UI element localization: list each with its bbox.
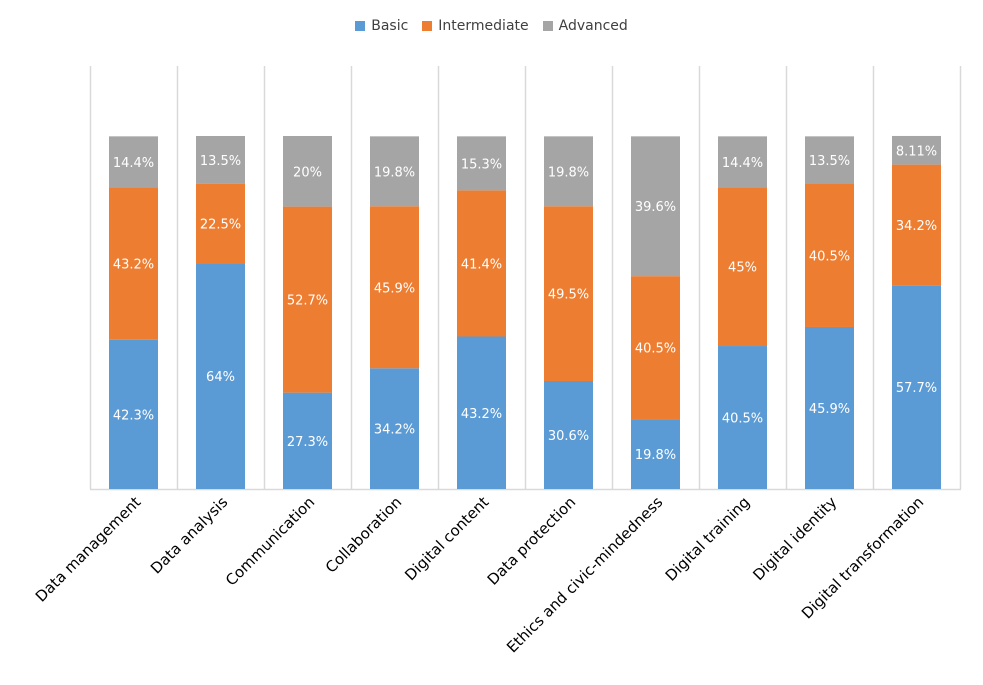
- bar-segment-basic: [544, 380, 593, 489]
- x-tick-label: Collaboration: [322, 493, 405, 576]
- bar-segment-intermediate: [805, 184, 854, 327]
- bar-segment-intermediate: [892, 164, 941, 286]
- data-label-basic: 45.9%: [809, 402, 850, 417]
- data-label-intermediate: 22.5%: [200, 217, 241, 232]
- x-tick-label: Digital identity: [749, 493, 840, 584]
- data-label-advanced: 8.11%: [896, 144, 937, 159]
- bar-segment-intermediate: [457, 190, 506, 337]
- bar-segment-intermediate: [544, 206, 593, 381]
- bar-segment-advanced: [196, 136, 245, 184]
- bar-segment-basic: [196, 263, 245, 489]
- data-label-basic: 64%: [206, 370, 235, 385]
- data-label-intermediate: 41.4%: [461, 257, 502, 272]
- data-label-advanced: 15.3%: [461, 157, 502, 172]
- x-tick-label: Data management: [32, 493, 145, 606]
- x-tick-label: Digital training: [662, 493, 754, 585]
- data-label-advanced: 14.4%: [113, 156, 154, 171]
- bar-segment-advanced: [457, 136, 506, 191]
- data-label-intermediate: 45%: [728, 261, 757, 276]
- data-label-advanced: 19.8%: [548, 165, 589, 180]
- bar-segment-intermediate: [631, 276, 680, 420]
- bar-segment-basic: [457, 336, 506, 489]
- x-tick-label: Communication: [222, 493, 318, 589]
- legend-swatch-basic: [355, 21, 366, 31]
- data-label-basic: 34.2%: [374, 423, 415, 438]
- data-label-intermediate: 45.9%: [374, 281, 415, 296]
- bar-segment-basic: [892, 285, 941, 489]
- x-tick-label: Data protection: [484, 493, 580, 589]
- data-label-advanced: 13.5%: [809, 154, 850, 169]
- bar-segment-intermediate: [370, 206, 419, 369]
- data-label-advanced: 20%: [293, 165, 322, 180]
- data-label-basic: 57.7%: [896, 381, 937, 396]
- legend-swatch-advanced: [542, 21, 553, 31]
- legend-item-advanced[interactable]: Advanced: [542, 18, 628, 34]
- legend-label-advanced: Advanced: [558, 18, 628, 34]
- bar-segment-basic: [109, 339, 158, 489]
- legend-label-intermediate: Intermediate: [438, 18, 529, 34]
- legend-item-basic[interactable]: Basic: [355, 18, 408, 34]
- bar-segment-basic: [805, 326, 854, 489]
- data-label-basic: 30.6%: [548, 429, 589, 444]
- data-label-intermediate: 49.5%: [548, 288, 589, 303]
- bar-segment-basic: [718, 346, 767, 489]
- data-label-advanced: 39.6%: [635, 200, 676, 215]
- data-label-intermediate: 43.2%: [113, 257, 154, 272]
- data-label-advanced: 19.8%: [374, 165, 415, 180]
- x-tick-label: Ethics and civic-mindedness: [503, 493, 666, 656]
- legend-label-basic: Basic: [371, 18, 409, 34]
- chart-legend: Basic Intermediate Advanced: [0, 18, 983, 34]
- data-label-basic: 19.8%: [635, 448, 676, 463]
- data-label-intermediate: 40.5%: [809, 249, 850, 264]
- x-tick-label: Data analysis: [147, 493, 231, 577]
- bar-segment-advanced: [544, 136, 593, 207]
- bar-segment-advanced: [718, 136, 767, 188]
- legend-swatch-intermediate: [422, 21, 433, 31]
- bar-segment-advanced: [109, 136, 158, 188]
- bar-segment-advanced: [892, 135, 941, 165]
- bar-segment-basic: [370, 368, 419, 489]
- data-label-basic: 42.3%: [113, 408, 154, 423]
- bar-segment-intermediate: [283, 206, 332, 393]
- bar-segment-basic: [631, 419, 680, 489]
- data-label-basic: 43.2%: [461, 407, 502, 422]
- bar-segment-advanced: [283, 136, 332, 207]
- data-label-basic: 27.3%: [287, 435, 328, 450]
- bar-segment-advanced: [370, 136, 419, 207]
- data-label-advanced: 13.5%: [200, 154, 241, 169]
- legend-item-intermediate[interactable]: Intermediate: [422, 18, 529, 34]
- bar-segment-intermediate: [196, 183, 245, 264]
- bar-segment-advanced: [631, 136, 680, 277]
- x-tick-label: Digital content: [401, 493, 492, 584]
- data-label-basic: 40.5%: [722, 412, 763, 427]
- data-label-intermediate: 40.5%: [635, 342, 676, 357]
- data-label-intermediate: 52.7%: [287, 294, 328, 309]
- bar-segment-advanced: [805, 136, 854, 185]
- data-label-intermediate: 34.2%: [896, 219, 937, 234]
- bar-segment-intermediate: [109, 187, 158, 340]
- data-label-advanced: 14.4%: [722, 156, 763, 171]
- bar-segment-intermediate: [718, 187, 767, 347]
- bar-segment-basic: [283, 392, 332, 489]
